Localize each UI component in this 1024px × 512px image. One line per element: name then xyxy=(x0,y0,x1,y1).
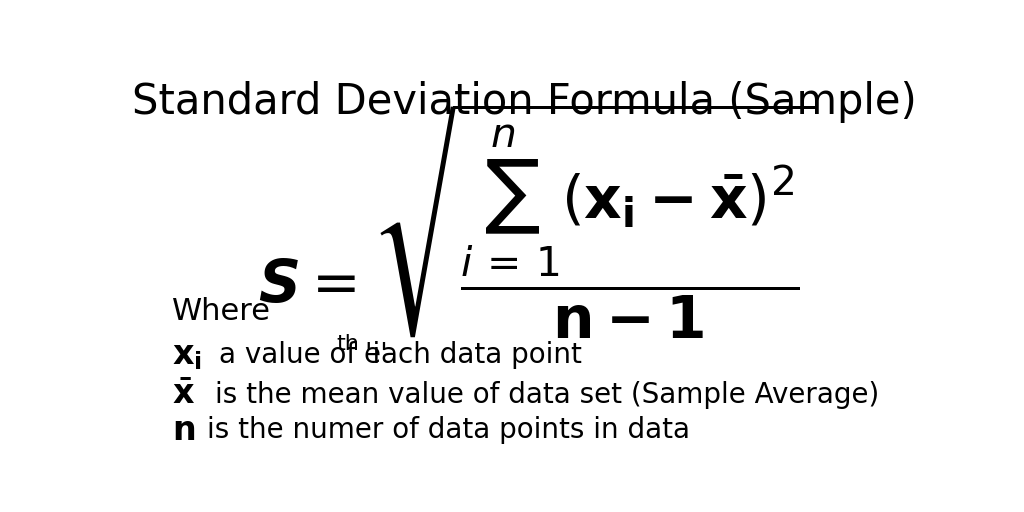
Text: $\boldsymbol{S} = \sqrt{\dfrac{\sum_{i \,=\,1}^{\!\!n}(\mathbf{x_i - \bar{x}})^2: $\boldsymbol{S} = \sqrt{\dfrac{\sum_{i \… xyxy=(258,102,815,340)
Text: a value of 'i': a value of 'i' xyxy=(219,341,388,369)
Text: each data point: each data point xyxy=(364,341,582,369)
Text: is the numer of data points in data: is the numer of data points in data xyxy=(207,416,689,444)
Text: is the mean value of data set (Sample Average): is the mean value of data set (Sample Av… xyxy=(215,380,880,409)
Text: $\mathbf{x}_\mathbf{i}$: $\mathbf{x}_\mathbf{i}$ xyxy=(172,338,202,372)
Text: Standard Deviation Formula (Sample): Standard Deviation Formula (Sample) xyxy=(132,81,918,123)
Text: $\mathbf{n}$: $\mathbf{n}$ xyxy=(172,414,195,446)
Text: th: th xyxy=(337,334,359,354)
Text: $\mathbf{\bar{x}}$: $\mathbf{\bar{x}}$ xyxy=(172,378,195,411)
Text: Where: Where xyxy=(172,297,270,326)
